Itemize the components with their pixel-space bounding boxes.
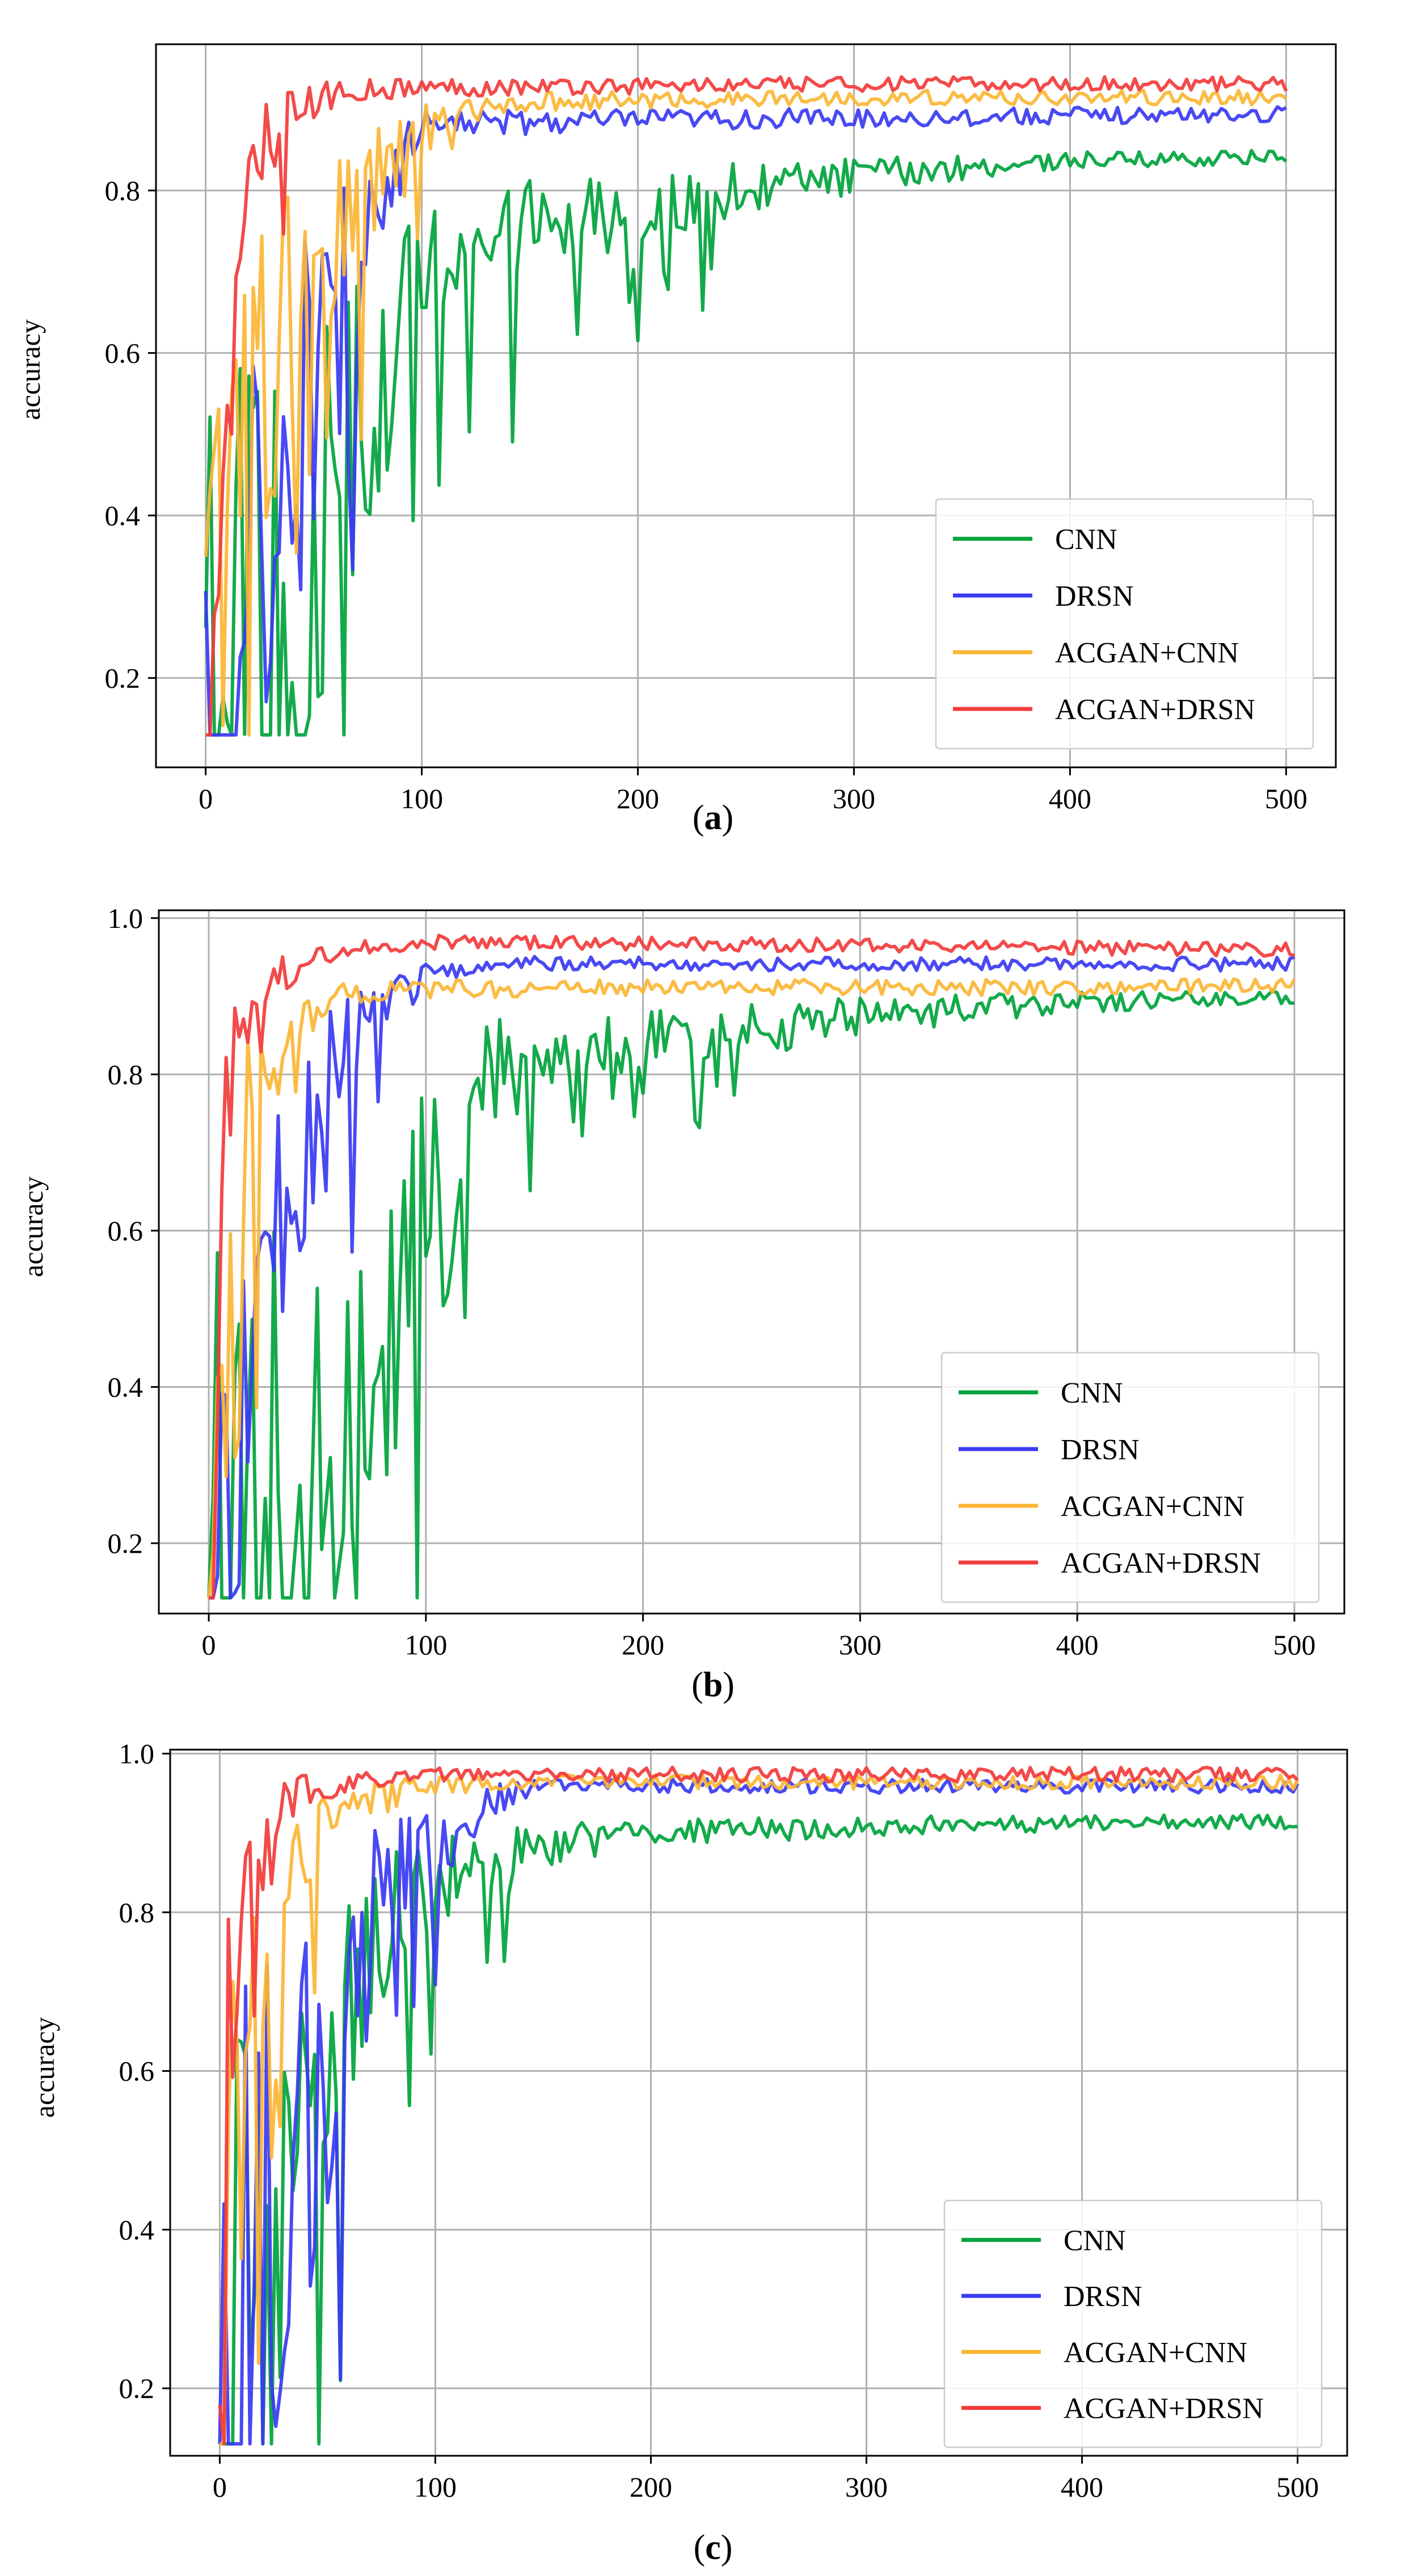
panel-c-y-tick-label-1: 0.4: [119, 2214, 155, 2245]
panel-a-series-acgan-cnn: [204, 88, 1288, 737]
panel-b-series-drsn: [209, 955, 1295, 1600]
caption-b: (b): [691, 1666, 735, 1704]
panel-b-series-cnn: [207, 989, 1295, 1600]
panel-a-plot-frame: [155, 43, 1337, 768]
panel-b-y-tick-label-0: 0.2: [108, 1527, 144, 1559]
panel-a-series: [204, 75, 1288, 737]
panel-b-legend-label-1: DRSN: [1061, 1434, 1140, 1466]
panel-a-x-tick-label-1: 100: [400, 783, 443, 814]
panel-b-series-acgan-cnn: [207, 977, 1296, 1598]
panel-c-x-tick-label-3: 300: [845, 2471, 888, 2503]
panel-c-y-tick-label-3: 0.8: [119, 1897, 155, 1928]
panel-c-plot-frame: [169, 1749, 1348, 2457]
panel-b-y-tick-label-1: 0.4: [108, 1371, 144, 1403]
panel-b-y-tick-label-3: 0.8: [108, 1058, 144, 1090]
panel-c-x-tick-label-0: 0: [213, 2471, 227, 2503]
panel-a-y-ticks: 0.2 0.4 0.6 0.8: [105, 175, 156, 694]
panel-b-y-tick-label-4: 1.0: [108, 902, 144, 934]
panel-c-x-tick-label-5: 500: [1276, 2471, 1319, 2503]
panel-a-y-tick-label-3: 0.8: [105, 175, 141, 206]
panel-c-y-axis-label: accuracy: [28, 2017, 60, 2118]
panel-b-x-tick-label-5: 500: [1273, 1629, 1315, 1661]
panel-a-y-tick-label-2: 0.6: [105, 337, 141, 369]
panel-a-legend-label-1: DRSN: [1055, 580, 1134, 613]
panel-a-legend-box: [935, 498, 1314, 750]
panel-a-legend-label-0: CNN: [1055, 523, 1117, 556]
panel-b-x-ticks: 0 100 200 300 400 500: [202, 1614, 1315, 1661]
panel-a-x-ticks: 0 100 200 300 400 500: [199, 767, 1307, 814]
panel-a-series-drsn: [204, 105, 1287, 737]
panel-b-legend-label-2: ACGAN+CNN: [1061, 1490, 1244, 1523]
panel-a-series-acgan-drsn: [205, 75, 1288, 737]
panel-c-legend-box: [943, 2199, 1323, 2448]
panel-c-x-ticks: 0 100 200 300 400 500: [213, 2456, 1319, 2503]
panel-c-legend-label-0: CNN: [1064, 2224, 1126, 2257]
panel-c-series-acgan-drsn: [218, 1766, 1299, 2446]
panel-a-y-tick-label-0: 0.2: [105, 662, 141, 694]
panel-c-x-tick-label-2: 200: [630, 2471, 672, 2503]
panel-c-y-tick-label-2: 0.6: [119, 2055, 155, 2087]
panel-c-legend: CNN DRSN ACGAN+CNN ACGAN+DRSN: [943, 2199, 1323, 2448]
panel-c-x-tick-label-4: 400: [1061, 2471, 1103, 2503]
panel-b-legend-label-0: CNN: [1061, 1377, 1123, 1409]
caption-a: (a): [693, 799, 733, 837]
panel-a-x-tick-label-2: 200: [617, 783, 659, 814]
panel-b-legend-label-3: ACGAN+DRSN: [1061, 1547, 1261, 1580]
panel-c-y-tick-label-4: 1.0: [119, 1738, 155, 1770]
panel-a: 0 100 200 300 400 500 0.2 0.4 0.6 0.8 accuracy C…: [14, 43, 1337, 814]
panel-b-x-tick-label-3: 300: [839, 1629, 881, 1661]
panel-a-x-tick-label-0: 0: [199, 783, 213, 814]
caption-c: (c): [694, 2528, 733, 2567]
panel-a-x-tick-label-4: 400: [1049, 783, 1091, 814]
panel-b-legend-box: [940, 1352, 1320, 1603]
panel-b-x-tick-label-0: 0: [202, 1629, 216, 1661]
panel-b: 0 100 200 300 400 500 0.2 0.4 0.6 0.8 1.0 accurac…: [17, 902, 1345, 1661]
panel-c-legend-label-2: ACGAN+CNN: [1064, 2337, 1247, 2369]
panel-b-x-tick-label-4: 400: [1056, 1629, 1099, 1661]
panel-b-y-ticks: 0.2 0.4 0.6 0.8 1.0: [108, 902, 159, 1559]
panel-b-plot-frame: [158, 909, 1345, 1615]
panel-b-x-tick-label-2: 200: [622, 1629, 664, 1661]
panel-c-legend-label-1: DRSN: [1064, 2281, 1142, 2313]
panel-b-series: [207, 934, 1296, 1600]
panel-b-series-acgan-drsn: [209, 934, 1295, 1600]
panel-c-series: [218, 1766, 1300, 2446]
panel-a-x-tick-label-5: 500: [1265, 783, 1307, 814]
panel-c-x-tick-label-1: 100: [414, 2471, 457, 2503]
panel-a-legend-label-2: ACGAN+CNN: [1055, 637, 1239, 669]
panel-b-y-axis-label: accuracy: [17, 1176, 49, 1277]
panel-a-y-axis-label: accuracy: [14, 319, 46, 420]
panel-c: 0 100 200 300 400 500 0.2 0.4 0.6 0.8 1.0 accurac…: [28, 1738, 1348, 2503]
panel-a-y-tick-label-1: 0.4: [105, 500, 141, 531]
panel-b-x-tick-label-1: 100: [404, 1629, 447, 1661]
panel-a-x-tick-label-3: 300: [833, 783, 875, 814]
panel-c-series-drsn: [218, 1777, 1300, 2446]
panel-c-legend-label-3: ACGAN+DRSN: [1064, 2393, 1264, 2425]
panel-a-legend-label-3: ACGAN+DRSN: [1055, 694, 1255, 726]
panel-c-y-ticks: 0.2 0.4 0.6 0.8 1.0: [119, 1738, 170, 2404]
panel-c-y-tick-label-0: 0.2: [119, 2372, 155, 2404]
panel-a-legend: CNN DRSN ACGAN+CNN ACGAN+DRSN: [935, 498, 1314, 750]
panel-b-y-tick-label-2: 0.6: [108, 1215, 144, 1247]
panel-b-legend: CNN DRSN ACGAN+CNN ACGAN+DRSN: [940, 1352, 1320, 1603]
panel-a-series-cnn: [204, 149, 1288, 737]
